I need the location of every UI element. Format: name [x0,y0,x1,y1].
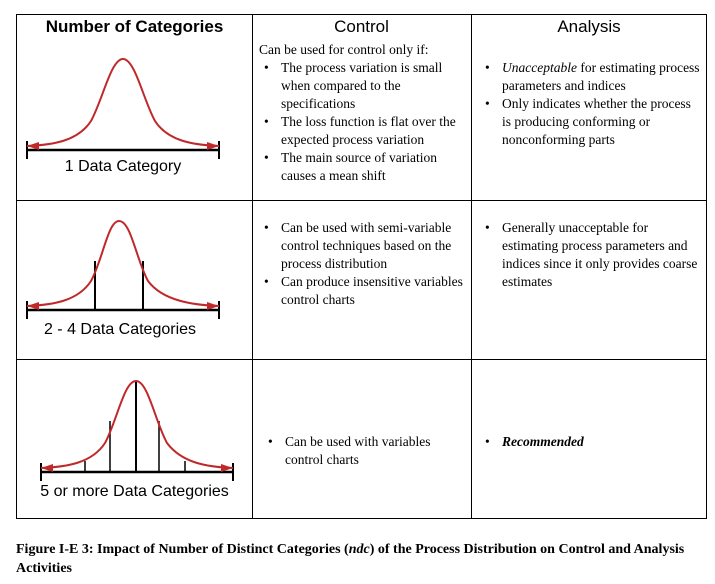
distribution-curve [26,219,220,307]
header-analysis: Analysis [557,17,621,36]
figure-caption: Figure I-E 3: Impact of Number of Distin… [16,542,685,576]
left-arrow-icon [27,142,39,150]
column-divider [252,15,253,518]
bullet-icon: • [264,150,269,165]
control-cell-3: • Can be used with variables control char… [263,433,471,469]
control-cell-1: Can be used for control only if: • The pr… [259,41,471,185]
right-arrow-icon [207,302,219,310]
list-item: • Can be used with variables control char… [268,434,431,467]
left-arrow-icon [27,302,39,310]
row-divider [17,359,706,360]
column-divider [471,15,472,518]
normal-curve-2-4-categories [26,219,220,319]
categories-table: Number of Categories Control Analysis 1 … [16,14,707,519]
curve-label-1: 1 Data Category [64,158,182,175]
curve-label-3: 5 or more Data Categories [40,483,229,500]
distribution-curve [40,379,234,469]
curve-label-2: 2 - 4 Data Categories [43,321,197,338]
bullet-icon: • [485,434,490,449]
header-control: Control [334,17,389,36]
list-item: • The process variation is small when com… [264,60,443,111]
list-item: • Only indicates whether the process is p… [485,96,691,147]
bullet-icon: • [485,60,490,75]
right-arrow-icon [221,464,233,472]
list-item: • The loss function is flat over the expe… [264,114,456,147]
list-item: • The main source of variation causes a m… [264,150,437,183]
analysis-cell-1: • Unacceptable for estimating process par… [480,59,702,149]
bullet-icon: • [485,220,490,235]
row-divider [17,200,706,201]
header-categories: Number of Categories [45,17,224,36]
right-arrow-icon [207,142,219,150]
list-item: • Generally unacceptable for estimating p… [485,220,698,289]
analysis-cell-3: • Recommended [480,433,702,451]
normal-curve-1-category [26,57,220,159]
control-cell-2: • Can be used with semi-variable control … [259,219,471,309]
list-item: • Can be used with semi-variable control … [264,220,452,271]
analysis-cell-2: • Generally unacceptable for estimating p… [480,219,702,291]
distribution-curve [26,57,220,147]
bullet-icon: • [485,96,490,111]
list-item: • Can produce insensitive variables contr… [264,274,463,307]
bullet-icon: • [268,434,273,449]
bullet-icon: • [264,60,269,75]
bullet-icon: • [264,114,269,129]
bullet-icon: • [264,220,269,235]
list-item: • Unacceptable for estimating process par… [485,60,700,93]
normal-curve-5-plus-categories [40,379,234,481]
list-item: • Recommended [485,434,584,449]
left-arrow-icon [41,464,53,472]
bullet-icon: • [264,274,269,289]
control-intro: Can be used for control only if: [259,42,429,57]
